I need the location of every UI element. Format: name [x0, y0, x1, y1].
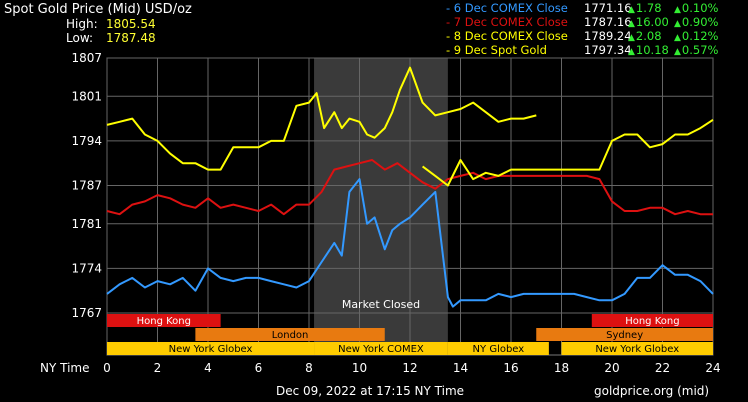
- up-arrow-icon: ▲: [628, 19, 635, 29]
- x-tick-label: 18: [554, 361, 569, 375]
- legend-row: - 8 Dec COMEX Close 1789.24 ▲2.08 ▲0.12%: [0, 29, 748, 44]
- up-arrow-icon: ▲: [674, 5, 681, 15]
- session-bar: [195, 328, 385, 341]
- footer-source: goldprice.org (mid): [594, 384, 710, 398]
- session-label: New York COMEX: [338, 344, 424, 355]
- x-tick-label: 24: [705, 361, 720, 375]
- up-arrow-icon: ▲: [674, 47, 681, 57]
- legend-name: - 7 Dec COMEX Close: [446, 15, 568, 29]
- legend-row: - 6 Dec COMEX Close 1771.16 ▲1.78 ▲0.10%: [0, 1, 748, 16]
- legend-pct: 0.10%: [681, 1, 719, 15]
- session-bar: [561, 342, 713, 355]
- legend-change: 10.18: [635, 43, 669, 57]
- up-arrow-icon: ▲: [628, 33, 635, 43]
- high-value: 1805.54: [106, 17, 156, 31]
- low-label: Low:: [66, 31, 94, 45]
- up-arrow-icon: ▲: [628, 47, 635, 57]
- legend-change: 16.00: [635, 15, 669, 29]
- market-closed-label: Market Closed: [342, 298, 420, 311]
- session-label: Hong Kong: [625, 316, 679, 327]
- legend-row: - 9 Dec Spot Gold 1797.34 ▲10.18 ▲0.57%: [0, 43, 748, 58]
- session-bar: [536, 328, 713, 341]
- low-value: 1787.48: [106, 31, 156, 45]
- legend-price: 1787.16: [584, 15, 632, 29]
- up-arrow-icon: ▲: [674, 33, 681, 43]
- x-tick-label: 22: [655, 361, 670, 375]
- market-closed-shade: [314, 58, 448, 355]
- legend-pct: 0.12%: [681, 29, 719, 43]
- session-label: New York Globex: [595, 344, 679, 355]
- session-bar: [591, 314, 713, 327]
- legend-name: - 6 Dec COMEX Close: [446, 1, 568, 15]
- y-tick-label: 1774: [71, 261, 102, 275]
- legend-price: 1797.34: [584, 43, 632, 57]
- high-row: High:: [66, 17, 98, 31]
- session-label: Hong Kong: [137, 316, 191, 327]
- session-bar: [107, 342, 315, 355]
- x-tick-label: 8: [305, 361, 313, 375]
- legend-pct: 0.57%: [681, 43, 719, 57]
- session-label: Sydney: [606, 330, 643, 341]
- session-label: London: [272, 330, 309, 341]
- legend-change: 1.78: [635, 1, 662, 15]
- x-tick-label: 2: [154, 361, 162, 375]
- series-line: [106, 178, 714, 308]
- x-axis-label: NY Time: [40, 361, 90, 375]
- x-tick-label: 14: [453, 361, 468, 375]
- x-tick-label: 16: [503, 361, 518, 375]
- session-label: NY Globex: [473, 344, 525, 355]
- series-line: [106, 66, 537, 171]
- legend-pct: 0.90%: [681, 15, 719, 29]
- legend-price: 1789.24: [584, 29, 632, 43]
- y-tick-label: 1801: [71, 89, 102, 103]
- x-tick-label: 12: [402, 361, 417, 375]
- y-tick-label: 1807: [71, 51, 102, 65]
- up-arrow-icon: ▲: [674, 19, 681, 29]
- y-tick-label: 1767: [71, 306, 102, 320]
- low-row: Low:: [66, 31, 93, 45]
- x-tick-label: 20: [604, 361, 619, 375]
- legend-price: 1771.16: [584, 1, 632, 15]
- legend-name: - 8 Dec COMEX Close: [446, 29, 568, 43]
- x-tick-label: 6: [255, 361, 263, 375]
- x-tick-label: 4: [204, 361, 212, 375]
- session-bar: [107, 314, 221, 327]
- legend-row: - 7 Dec COMEX Close 1787.16 ▲16.00 ▲0.90…: [0, 15, 748, 30]
- y-tick-label: 1787: [71, 179, 102, 193]
- up-arrow-icon: ▲: [628, 5, 635, 15]
- y-tick-label: 1781: [71, 217, 102, 231]
- legend-name: - 9 Dec Spot Gold: [446, 43, 547, 57]
- session-bar: [447, 342, 549, 355]
- session-bar: [314, 342, 448, 355]
- y-tick-label: 1794: [71, 134, 102, 148]
- series-line: [422, 118, 714, 187]
- series-line: [106, 159, 713, 216]
- high-label: High:: [66, 17, 98, 31]
- x-tick-label: 10: [352, 361, 367, 375]
- x-tick-label: 0: [103, 361, 111, 375]
- chart-title: Spot Gold Price (Mid) USD/oz: [4, 2, 192, 17]
- legend-change: 2.08: [635, 29, 662, 43]
- session-label: New York Globex: [169, 344, 253, 355]
- footer-date: Dec 09, 2022 at 17:15 NY Time: [276, 384, 465, 398]
